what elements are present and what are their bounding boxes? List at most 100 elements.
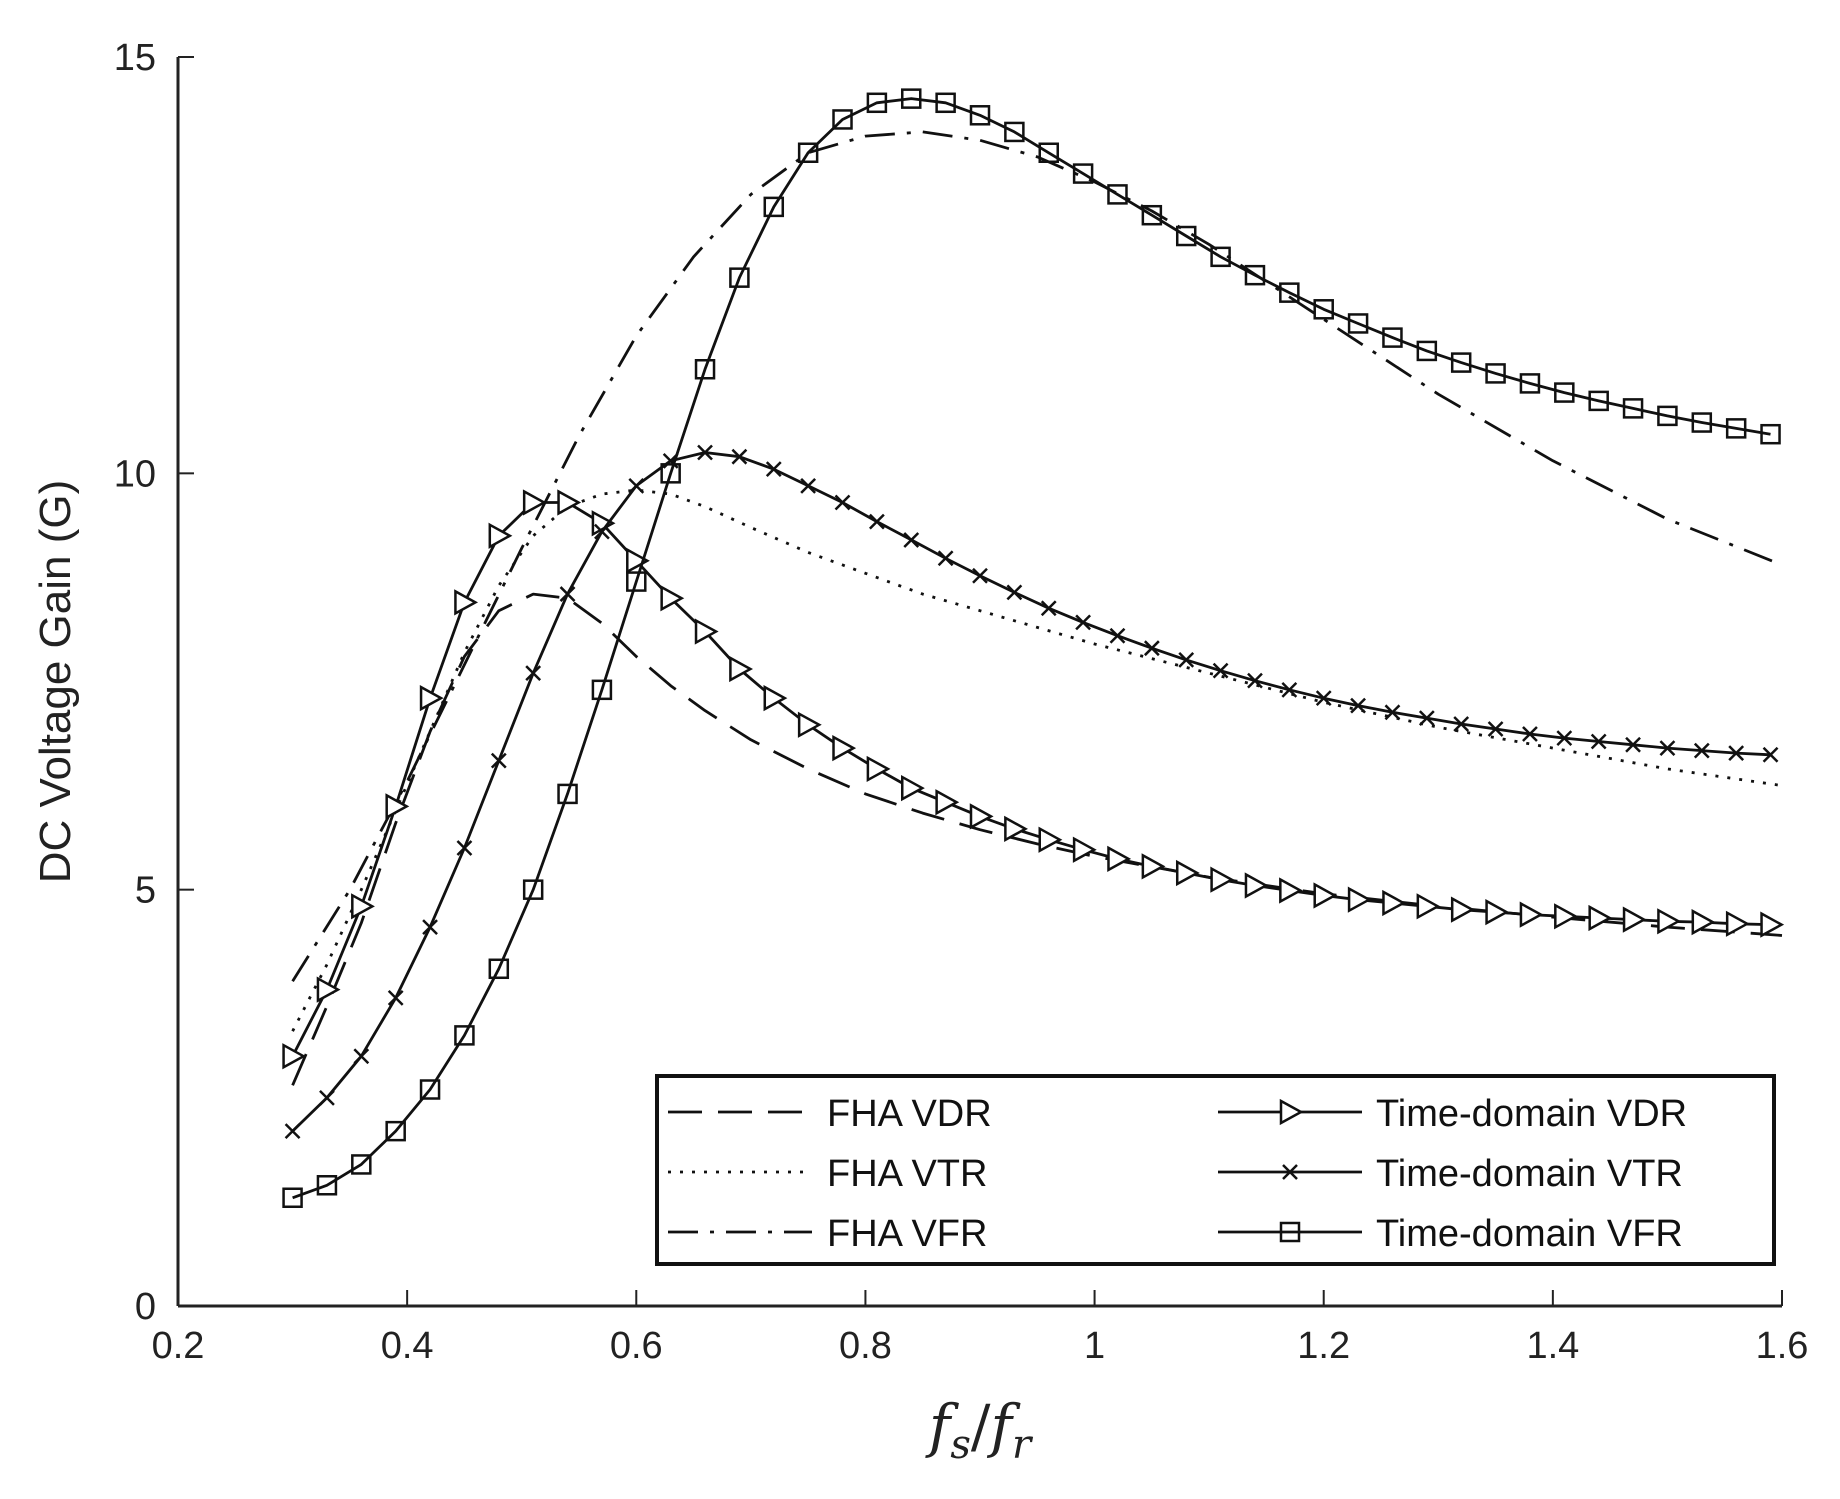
data-point xyxy=(1691,909,1716,936)
data-point xyxy=(1657,405,1678,427)
data-point xyxy=(559,586,576,602)
data-point xyxy=(1279,282,1300,303)
data-point xyxy=(1315,690,1332,707)
x-tick-label: 1.6 xyxy=(1756,1325,1809,1367)
data-point xyxy=(488,522,513,549)
data-point xyxy=(1107,184,1128,205)
data-point xyxy=(1004,815,1028,842)
marker-stroke xyxy=(1109,627,1126,644)
data-point xyxy=(1588,390,1609,412)
data-point xyxy=(1313,882,1338,909)
data-point xyxy=(1281,681,1298,698)
data-point xyxy=(1006,584,1023,601)
data-point xyxy=(763,196,785,218)
marker-stroke xyxy=(800,477,817,494)
y-tick-label: 5 xyxy=(135,870,156,912)
data-point xyxy=(626,547,650,574)
data-point xyxy=(1210,246,1231,268)
data-point xyxy=(419,685,444,712)
data-point xyxy=(1141,204,1163,226)
data-point xyxy=(969,105,991,126)
data-point xyxy=(832,734,857,762)
data-point xyxy=(282,1043,307,1070)
marker-stroke xyxy=(1212,662,1229,679)
x-tick-label: 0.4 xyxy=(381,1325,434,1367)
marker-stroke xyxy=(1659,740,1676,756)
data-point xyxy=(1350,697,1366,714)
series-line xyxy=(291,451,1771,1133)
data-point xyxy=(1175,859,1200,887)
data-point xyxy=(525,665,542,682)
marker-stroke xyxy=(1143,640,1160,657)
data-point xyxy=(1040,600,1057,617)
marker-stroke xyxy=(1315,690,1332,707)
data-point xyxy=(1075,614,1091,631)
data-point xyxy=(1622,906,1647,933)
marker-stroke xyxy=(697,444,713,461)
data-point xyxy=(901,774,925,802)
data-point xyxy=(1004,121,1025,143)
data-point xyxy=(1416,340,1438,362)
data-point xyxy=(834,494,851,511)
marker-stroke xyxy=(628,477,645,494)
legend-entry: Time-domain VTR xyxy=(1218,1153,1683,1195)
data-point xyxy=(351,1154,372,1175)
marker-stroke xyxy=(1350,697,1366,714)
data-point xyxy=(1519,373,1541,394)
data-point xyxy=(522,489,547,516)
marker-stroke xyxy=(937,550,954,567)
legend: FHA VDR FHA VTR FHA VFR Time-domain VDR Time… xyxy=(655,1074,1776,1266)
data-point xyxy=(282,1187,303,1209)
data-point xyxy=(797,711,822,738)
data-point xyxy=(1109,627,1126,644)
legend-box xyxy=(655,1074,1776,1266)
data-point xyxy=(797,142,819,164)
data-point xyxy=(1554,382,1575,403)
legend-marker xyxy=(1279,1221,1301,1243)
data-point xyxy=(1175,225,1197,247)
data-point xyxy=(490,752,507,769)
data-point xyxy=(1038,826,1063,853)
legend-marker xyxy=(1279,1098,1304,1126)
data-point xyxy=(937,550,954,567)
marker-stroke xyxy=(1178,651,1195,668)
data-point xyxy=(1072,163,1094,184)
data-point xyxy=(626,571,647,592)
series-time-domain-vdr xyxy=(282,489,1785,1070)
data-point xyxy=(1485,899,1510,926)
data-point xyxy=(385,793,410,820)
data-point xyxy=(385,1120,406,1142)
data-point xyxy=(422,919,438,936)
data-point xyxy=(694,359,716,380)
data-point xyxy=(1590,733,1607,750)
data-point xyxy=(1760,423,1781,445)
data-point xyxy=(866,755,891,783)
marker-stroke xyxy=(1762,746,1779,763)
x-tick-label: 0.8 xyxy=(839,1325,892,1367)
y-tick-label: 10 xyxy=(114,453,156,495)
data-point xyxy=(1141,853,1166,880)
series-line xyxy=(291,501,1771,1057)
x-tick-label: 1 xyxy=(1084,1325,1105,1367)
data-point xyxy=(660,585,685,612)
data-point xyxy=(351,893,375,920)
data-point xyxy=(1038,142,1059,164)
data-point xyxy=(1212,662,1229,679)
marker-stroke xyxy=(765,461,782,478)
data-point xyxy=(522,879,544,900)
data-point xyxy=(694,618,719,645)
marker-stroke xyxy=(1247,672,1263,689)
series-fha-vfr xyxy=(291,130,1783,983)
series-line xyxy=(291,130,1783,983)
x-label-part: / xyxy=(971,1392,991,1460)
data-point xyxy=(1725,418,1747,439)
data-point xyxy=(1485,363,1506,384)
data-point xyxy=(456,840,473,856)
x-tick-label: 0.2 xyxy=(152,1325,205,1367)
data-point xyxy=(1313,299,1334,320)
data-point xyxy=(1418,710,1435,727)
legend-entry: FHA VFR xyxy=(668,1213,987,1255)
data-point xyxy=(319,1089,335,1106)
marker-stroke xyxy=(1040,600,1057,617)
